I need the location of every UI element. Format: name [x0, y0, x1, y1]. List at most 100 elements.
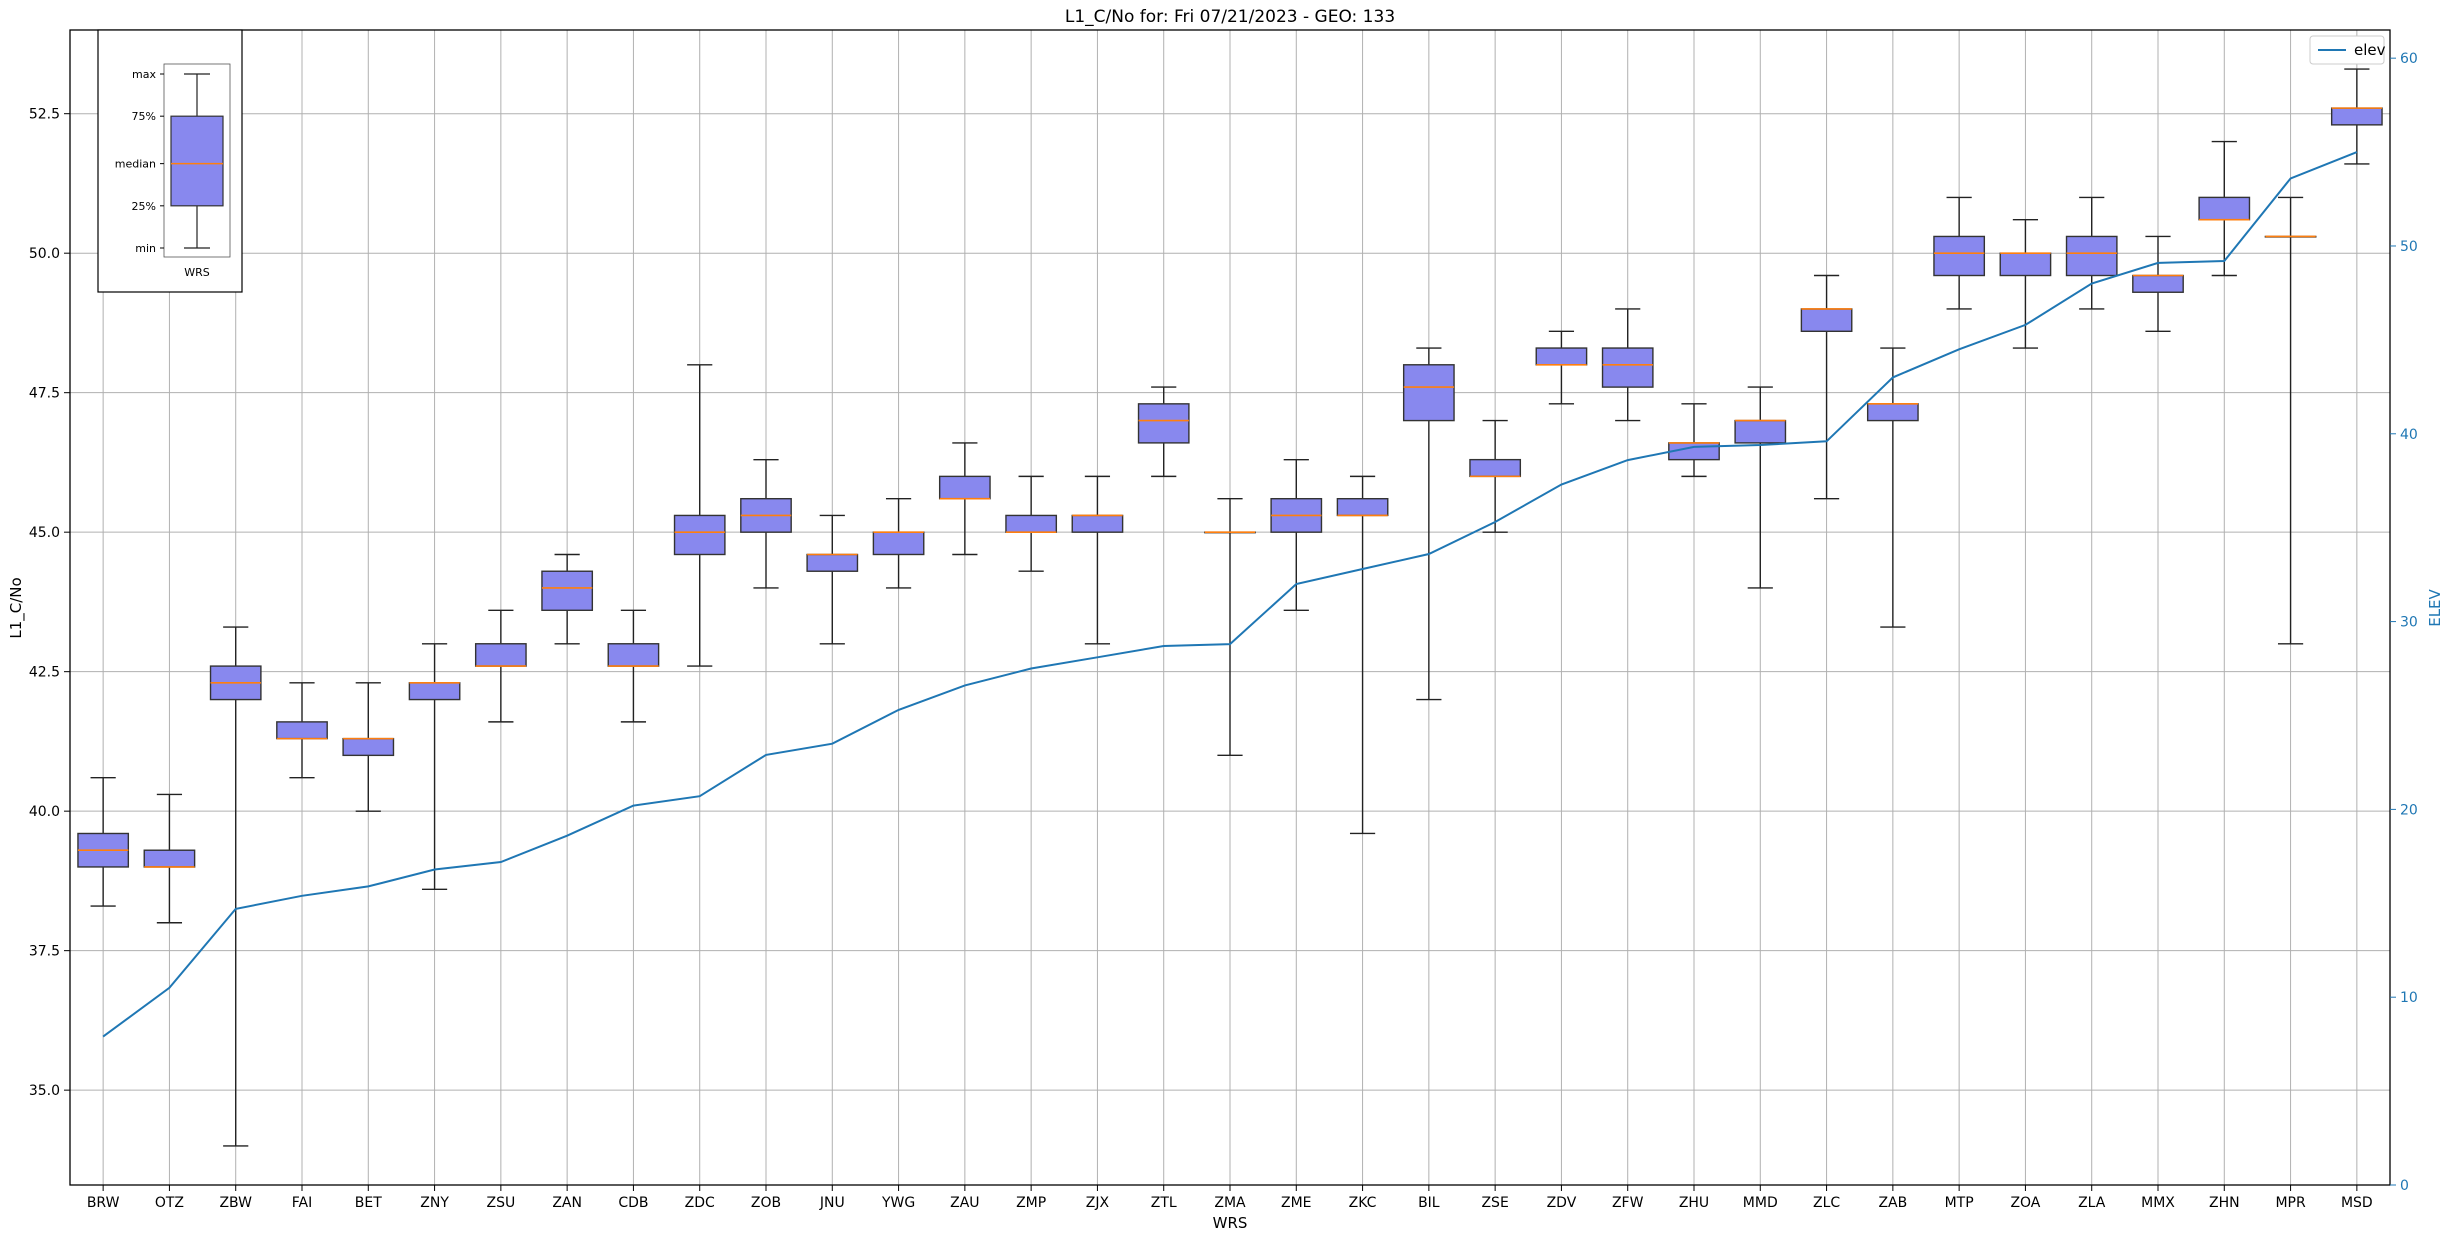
x-tick-label: ZFW — [1612, 1195, 1644, 1211]
iqr-box — [342, 737, 395, 757]
y2-axis-label: ELEV — [2426, 588, 2444, 626]
box-fai — [276, 682, 328, 779]
box-plots — [77, 68, 2383, 1147]
x-tick-label: ZHU — [1679, 1195, 1709, 1211]
x-tick-label: BRW — [87, 1195, 120, 1211]
box-zdc — [673, 364, 726, 667]
chart-title: L1_C/No for: Fri 07/21/2023 - GEO: 133 — [1065, 7, 1395, 27]
box-msd — [2330, 68, 2383, 165]
iqr-box — [806, 553, 859, 572]
box-zdv — [1535, 330, 1588, 405]
iqr-box — [1734, 419, 1787, 444]
box-zmp — [1005, 475, 1058, 572]
box-bil — [1402, 347, 1455, 701]
iqr-box — [1005, 514, 1058, 533]
box-ztl — [1137, 386, 1190, 478]
iqr-box — [2132, 274, 2184, 293]
inset-marks: max 75% median 25% min — [115, 68, 224, 255]
iqr-box — [1866, 403, 1919, 422]
y2-tick-label: 30 — [2400, 615, 2418, 631]
iqr-box — [673, 514, 726, 556]
iqr-box — [1933, 235, 1986, 277]
inset-x-label: WRS — [184, 266, 210, 279]
iqr-box — [408, 682, 461, 701]
iqr-box — [2330, 107, 2383, 126]
legend-frame — [2309, 35, 2385, 65]
iqr-box — [1402, 364, 1455, 422]
y2-tick-label: 40 — [2400, 427, 2418, 443]
x-tick-label: ZTL — [1151, 1195, 1177, 1211]
x-tick-label: ZAU — [950, 1195, 979, 1211]
x-tick-label: YWG — [881, 1195, 915, 1211]
x-tick-label: ZLC — [1813, 1195, 1840, 1211]
iqr-box — [1336, 497, 1389, 517]
box-zlc — [1800, 274, 1853, 500]
box-zbw — [209, 626, 262, 1147]
y-tick-label: 50.0 — [29, 246, 60, 262]
iqr-box — [474, 643, 527, 667]
inset-axes — [163, 63, 231, 258]
elev-line — [102, 151, 2358, 1038]
axes: 35.0 37.5 40.0 42.5 45.0 47.5 50.0 52.5 0 10 20 30 4… — [29, 51, 2418, 1211]
x-tick-label: OTZ — [155, 1195, 184, 1211]
box-mpr — [2264, 196, 2317, 645]
x-tick-label: ZBW — [219, 1195, 252, 1211]
y-tick-label: 45.0 — [29, 525, 60, 541]
x-tick-label: MSD — [2341, 1195, 2373, 1211]
box-brw — [77, 776, 130, 907]
box-zme — [1270, 458, 1323, 611]
iqr-box — [276, 721, 328, 740]
x-tick-label: ZNY — [420, 1195, 449, 1211]
iqr-box — [1800, 308, 1853, 333]
x-axis-label: WRS — [1213, 1214, 1248, 1232]
box-bet — [342, 682, 395, 812]
x-tick-label: ZSE — [1481, 1195, 1508, 1211]
box-otz — [143, 793, 196, 924]
x-tick-label: ZOB — [751, 1195, 781, 1211]
y-tick-label: 40.0 — [29, 804, 60, 820]
elev-series — [102, 151, 2358, 1038]
box-zob — [740, 458, 792, 589]
y-tick-label: 35.0 — [29, 1083, 60, 1099]
box-mmx — [2132, 235, 2184, 333]
x-tick-label: ZOA — [2010, 1195, 2040, 1211]
y-tick-label: 47.5 — [29, 386, 60, 402]
iqr-box — [541, 570, 594, 611]
y2-tick-label: 20 — [2400, 802, 2418, 818]
box-zan — [541, 553, 594, 645]
box-zjx — [1071, 475, 1124, 645]
iqr-box — [607, 643, 660, 667]
y-axis-label: L1_C/No — [7, 577, 26, 638]
box-zoa — [1999, 219, 2052, 349]
y2-tick-label: 10 — [2400, 990, 2418, 1006]
legend-elev-label: elev — [2354, 41, 2386, 59]
y2-tick-label: 60 — [2400, 51, 2418, 67]
box-mmd — [1734, 386, 1787, 589]
x-tick-label: MPR — [2275, 1195, 2306, 1211]
x-tick-label: MTP — [1945, 1195, 1974, 1211]
iqr-box — [2198, 196, 2251, 221]
iqr-box — [938, 475, 991, 500]
x-tick-label: ZKC — [1349, 1195, 1377, 1211]
box-zny — [408, 643, 461, 890]
x-tick-label: ZMP — [1016, 1195, 1046, 1211]
inset-tick-label: 25% — [132, 200, 156, 213]
x-tick-label: BIL — [1418, 1195, 1440, 1211]
box-zau — [938, 442, 991, 556]
y2-tick-label: 50 — [2400, 239, 2418, 255]
x-tick-label: JNU — [819, 1195, 845, 1211]
box-ywg — [872, 497, 925, 589]
box-cdb — [607, 609, 660, 723]
x-tick-label: ZJX — [1086, 1195, 1110, 1211]
y2-tick-label: 0 — [2400, 1178, 2409, 1194]
iqr-box — [1137, 403, 1190, 444]
x-tick-label: MMX — [2141, 1195, 2175, 1211]
y-tick-label: 42.5 — [29, 665, 60, 681]
iqr-box — [1469, 458, 1522, 478]
legend: elev — [2309, 35, 2386, 65]
iqr-box — [2065, 235, 2118, 277]
iqr-box — [1071, 514, 1124, 533]
x-tick-label: CDB — [618, 1195, 648, 1211]
